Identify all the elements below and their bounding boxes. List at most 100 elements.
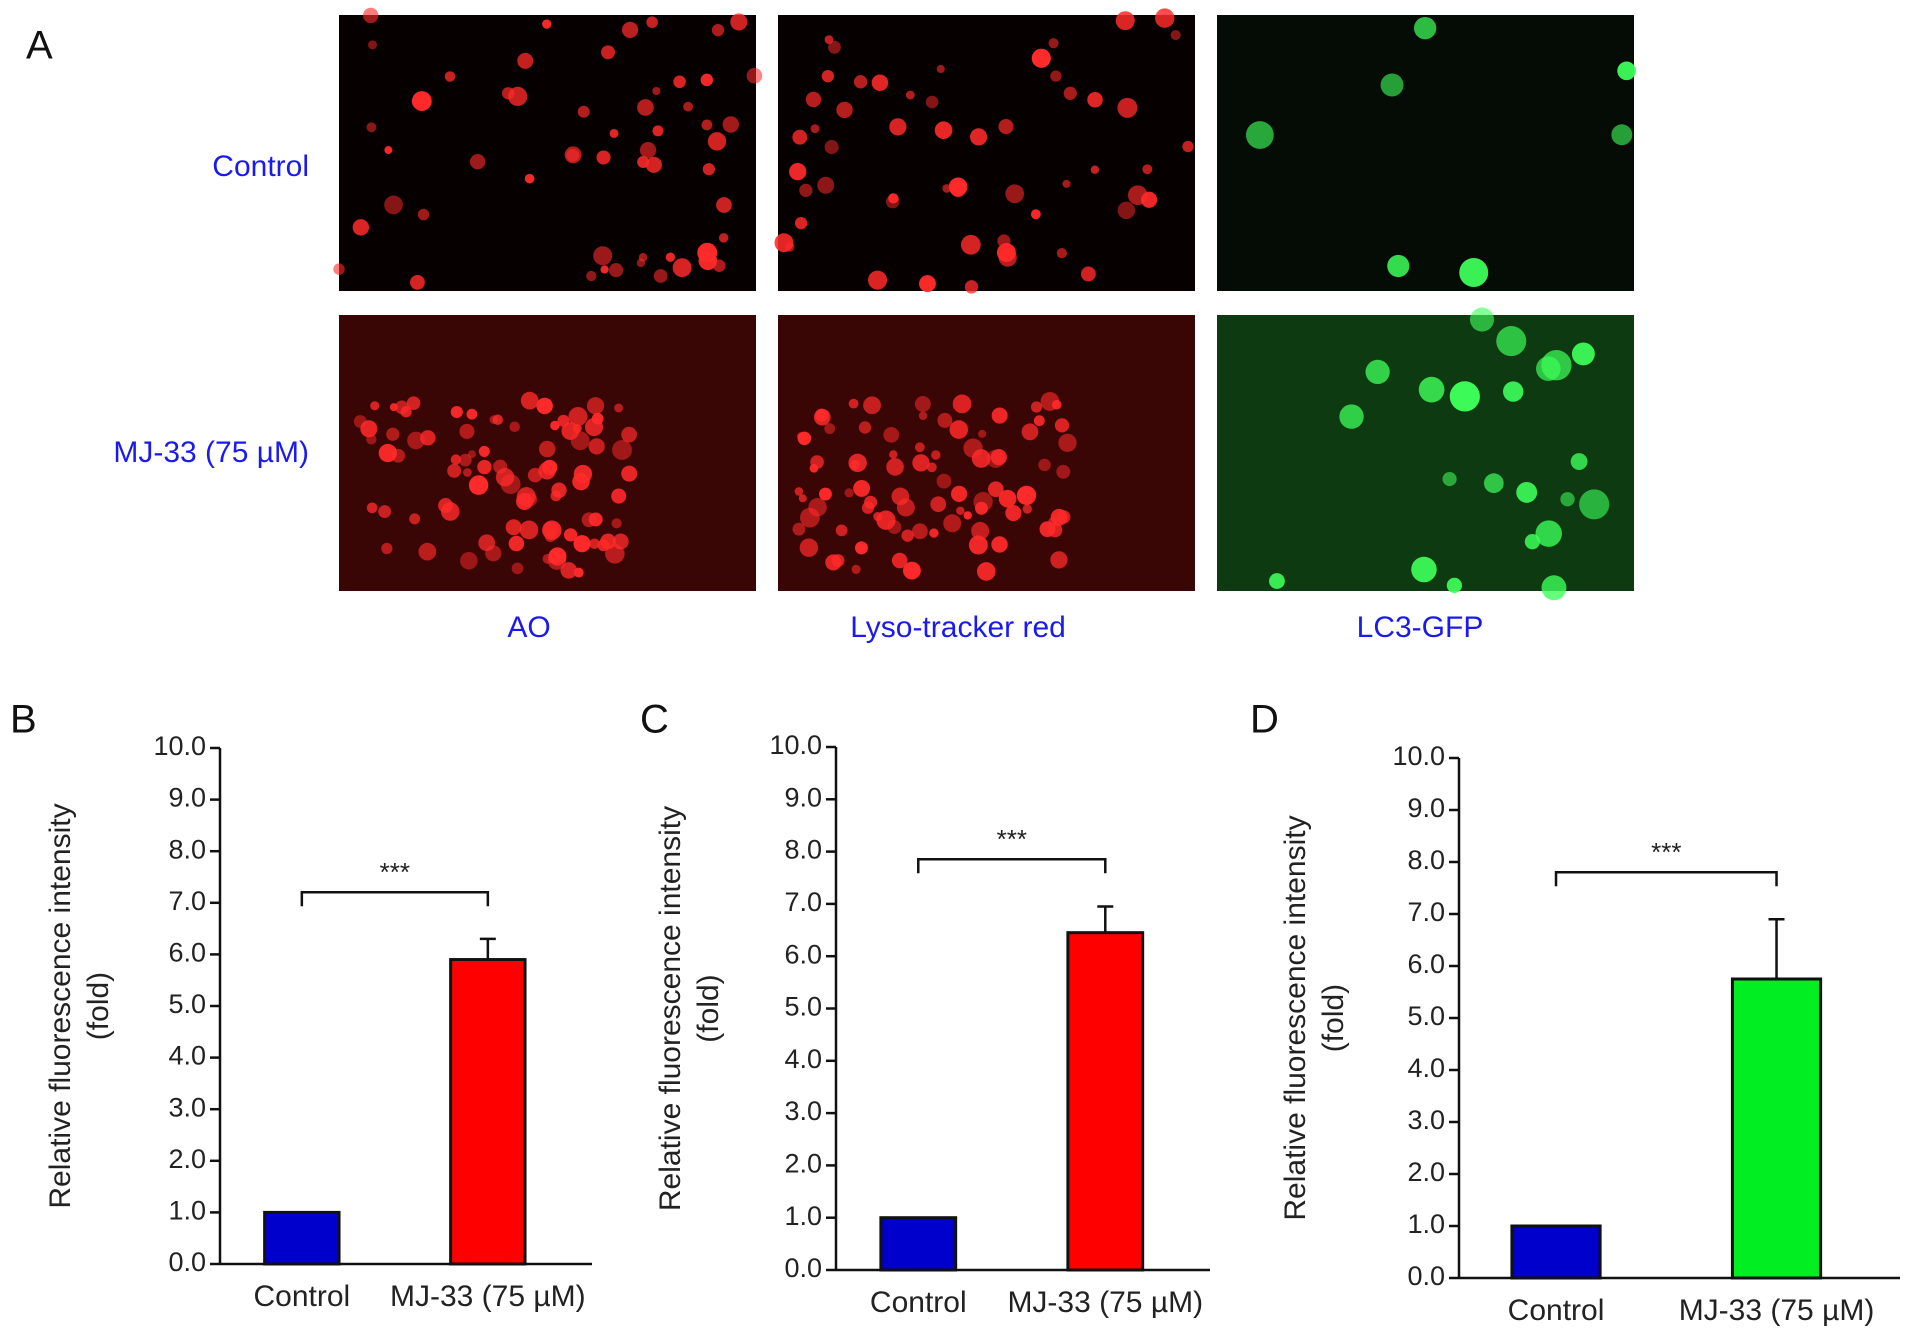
cell <box>466 408 478 420</box>
cell <box>581 512 597 528</box>
cell <box>711 23 725 37</box>
cell <box>718 233 729 243</box>
significance-label: *** <box>380 857 410 887</box>
cell <box>1516 481 1538 503</box>
micrograph <box>774 8 1195 294</box>
cell <box>463 468 472 477</box>
cell <box>976 562 996 581</box>
panel-label: A <box>26 24 53 68</box>
micrograph <box>1217 15 1636 291</box>
cell <box>697 242 718 263</box>
cell <box>652 125 664 137</box>
cell <box>707 132 727 151</box>
cell <box>563 528 578 542</box>
cell <box>964 280 979 294</box>
y-axis-label-line: Relative fluorescence intensity <box>44 803 77 1208</box>
cell <box>1115 11 1135 31</box>
cell <box>469 154 486 170</box>
cell <box>701 119 713 131</box>
cell <box>645 156 662 173</box>
cell <box>968 535 988 555</box>
y-axis-label: Relative fluorescence intensity (fold) <box>654 806 725 1211</box>
cell <box>1033 415 1045 427</box>
cell <box>564 146 582 164</box>
cell <box>1016 485 1037 506</box>
cell <box>450 405 463 419</box>
cell <box>886 458 904 476</box>
cell <box>420 430 436 446</box>
y-tick-label: 1.0 <box>1407 1209 1445 1239</box>
cell <box>508 535 525 552</box>
cell <box>901 529 914 542</box>
cell <box>1022 504 1032 514</box>
y-tick-label: 9.0 <box>1407 793 1445 823</box>
cell <box>586 270 597 282</box>
column-label: AO <box>507 611 550 644</box>
cell <box>848 398 859 409</box>
cell <box>394 400 409 415</box>
cell <box>1449 381 1480 412</box>
cell <box>593 246 613 266</box>
cell <box>914 442 925 453</box>
cell <box>1380 73 1404 97</box>
cell <box>952 394 972 414</box>
cell <box>577 105 590 118</box>
cell <box>1339 404 1364 429</box>
cell <box>646 16 658 28</box>
cell <box>950 485 968 502</box>
cell <box>517 52 534 69</box>
cell <box>991 407 1008 424</box>
cell <box>1030 401 1043 413</box>
cell <box>943 514 962 533</box>
cell <box>774 233 794 253</box>
cell <box>930 496 947 513</box>
bar <box>1066 931 1145 1272</box>
cell <box>974 501 988 515</box>
cell <box>990 448 1007 466</box>
cell <box>1005 184 1025 204</box>
cell <box>1051 399 1062 410</box>
bar <box>1730 977 1823 1280</box>
cell <box>889 118 907 136</box>
cell <box>948 177 968 197</box>
significance-bracket <box>300 890 490 907</box>
cell <box>468 475 489 495</box>
micrograph-background <box>339 15 756 291</box>
cell <box>971 521 990 540</box>
cell <box>792 129 808 145</box>
y-tick-label: 8.0 <box>168 834 206 864</box>
y-tick-label: 0.0 <box>1407 1261 1445 1291</box>
y-tick-label: 2.0 <box>784 1149 822 1179</box>
cell <box>918 411 928 421</box>
y-tick-label: 3.0 <box>1407 1105 1445 1135</box>
cell <box>789 162 807 181</box>
cell <box>573 535 591 553</box>
significance-label: *** <box>997 824 1027 854</box>
cell <box>527 467 543 483</box>
y-tick-label: 4.0 <box>784 1044 822 1074</box>
cell <box>363 7 379 24</box>
cell <box>936 473 952 489</box>
cell <box>1541 350 1572 381</box>
cell <box>489 415 499 425</box>
cell <box>858 421 872 434</box>
y-tick-label: 6.0 <box>784 939 822 969</box>
cell <box>1021 423 1039 441</box>
cell <box>792 522 806 536</box>
cell <box>1269 573 1285 589</box>
cell <box>876 510 896 530</box>
cell <box>853 75 868 89</box>
cell <box>1050 70 1062 82</box>
cell <box>855 541 868 555</box>
y-tick-label: 2.0 <box>1407 1157 1445 1187</box>
cell <box>912 454 930 472</box>
cell <box>596 150 611 165</box>
x-tick-label: MJ-33 (75 µM) <box>390 1280 586 1313</box>
cell <box>381 542 393 555</box>
cell <box>835 524 848 537</box>
cell <box>1056 464 1071 479</box>
cell <box>1054 418 1070 433</box>
cell <box>831 554 845 567</box>
cell <box>937 412 953 428</box>
cell <box>384 195 403 215</box>
